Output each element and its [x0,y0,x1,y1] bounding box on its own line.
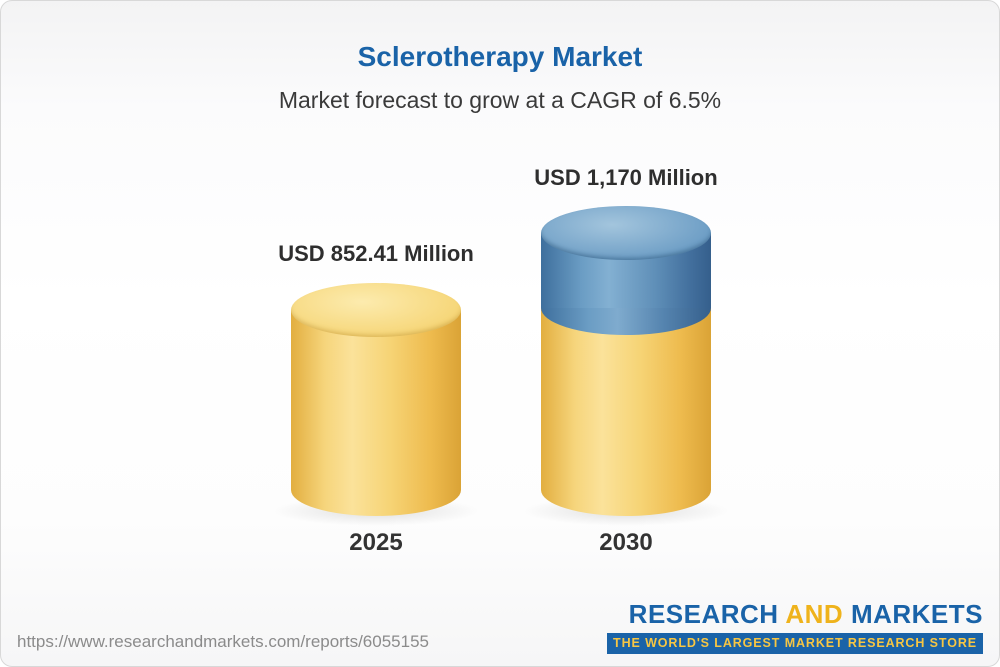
logo-word-research: RESEARCH [628,599,779,629]
bar-2030-value-label: USD 1,170 Million [534,165,718,190]
bar-2025-body [291,310,461,516]
logo-word-and: AND [785,599,844,629]
research-and-markets-logo[interactable]: RESEARCH AND MARKETS THE WORLD'S LARGEST… [607,599,983,654]
chart-subtitle: Market forecast to grow at a CAGR of 6.5… [278,87,722,113]
bar-2030-category-label: 2030 [599,529,653,556]
bar-2025-cylinder [264,283,488,527]
bar-2025-value-label: USD 852.41 Million [278,241,474,266]
bar-2030-cylinder [514,206,738,527]
bar-2030-cap [541,206,711,260]
chart-title: Sclerotherapy Market [357,41,643,72]
logo-wordmark: RESEARCH AND MARKETS [607,599,983,630]
bar-2025-cap [291,283,461,337]
logo-tagline: THE WORLD'S LARGEST MARKET RESEARCH STOR… [607,633,983,654]
bar-2025-category-label: 2025 [349,529,403,556]
bar-2030-yellow-segment [541,308,711,516]
report-url-link[interactable]: https://www.researchandmarkets.com/repor… [17,632,429,651]
logo-word-markets: MARKETS [850,599,983,629]
